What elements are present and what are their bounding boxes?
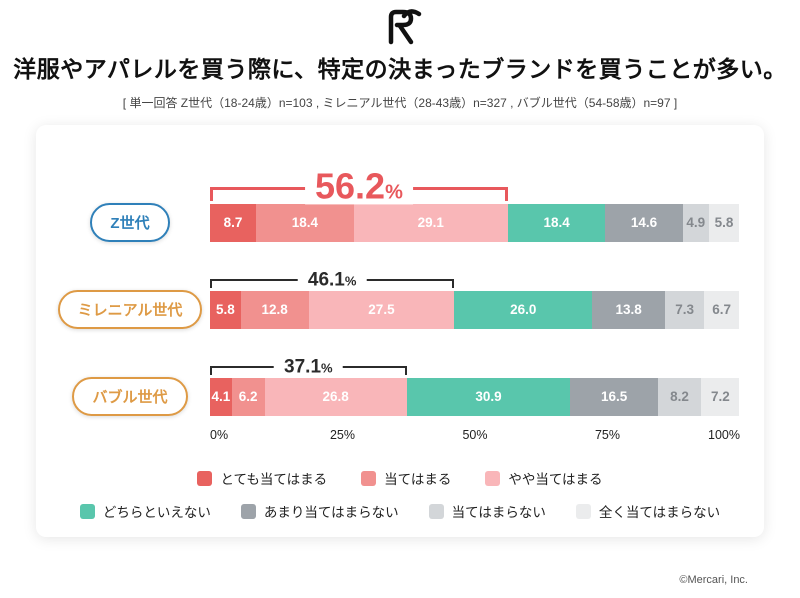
bar-segment: 29.1: [353, 203, 508, 242]
legend-item: どちらといえない: [79, 501, 211, 521]
segment-value: 16.5: [600, 388, 628, 404]
bracket: 46.1%: [210, 270, 455, 290]
chart-row: 37.1% バブル世代 4.1 6.2 26.8 30.9 16.5 8.2 7.2: [60, 345, 740, 416]
bracket-zone: 37.1%: [210, 345, 740, 377]
legend-item: やや当てはまる: [485, 468, 603, 488]
x-axis: 0% 25% 50% 75% 100%: [210, 424, 740, 452]
legend-item: あまり当てはまらない: [240, 501, 399, 521]
bar-segment: 12.8: [240, 290, 309, 329]
segment-value: 29.1: [417, 214, 444, 230]
legend-item: 当てはまらない: [428, 501, 546, 521]
segment-value: 30.9: [475, 388, 502, 404]
bar-segment: 13.8: [592, 290, 666, 329]
legend-swatch: [361, 470, 377, 486]
bar-segment: 4.9: [682, 203, 709, 242]
legend-label: 全く当てはまらない: [598, 505, 721, 520]
legend-label: どちらといえない: [102, 505, 211, 520]
segment-value: 4.1: [211, 388, 231, 404]
legend-swatch: [575, 503, 591, 519]
row-label-pill: Z世代: [90, 203, 170, 242]
segment-value: 6.2: [238, 388, 258, 404]
x-tick: 75%: [594, 428, 621, 442]
legend-item: 当てはまる: [361, 468, 451, 488]
legend-swatch: [197, 470, 213, 486]
bracket-label: 46.1%: [297, 270, 367, 290]
segment-value: 14.6: [630, 214, 658, 230]
logo-wrap: [0, 0, 800, 46]
row-label-pill: ミレニアル世代: [57, 290, 203, 329]
legend-label: あまり当てはまらない: [263, 505, 399, 520]
segment-value: 26.8: [322, 388, 349, 404]
bracket-label: 56.2%: [304, 168, 413, 205]
bracket: 56.2%: [210, 168, 508, 205]
bar-segment: 6.2: [231, 377, 265, 416]
segment-value: 5.8: [714, 214, 734, 230]
segment-value: 27.5: [368, 301, 395, 317]
x-tick: 100%: [708, 428, 740, 442]
bracket-zone: 46.1%: [210, 258, 740, 290]
stacked-bar: 4.1 6.2 26.8 30.9 16.5 8.2 7.2: [210, 377, 740, 416]
bar-line: ミレニアル世代 5.8 12.8 27.5 26.0 13.8 7.3 6.7: [57, 290, 740, 329]
legend-swatch: [240, 503, 256, 519]
x-tick: 50%: [462, 428, 488, 442]
bar-line: バブル世代 4.1 6.2 26.8 30.9 16.5 8.2 7.2: [60, 377, 740, 416]
bracket-label: 37.1%: [274, 357, 343, 377]
bracket: 37.1%: [210, 357, 407, 377]
row-label-pill: バブル世代: [72, 377, 188, 416]
segment-value: 7.2: [710, 388, 730, 404]
bar-segment: 8.7: [210, 203, 257, 242]
segment-value: 7.3: [675, 301, 694, 317]
segment-value: 5.8: [215, 301, 235, 317]
chart-row: 56.2% Z世代 8.7 18.4 29.1 18.4 14.6 4.9 5.8: [60, 147, 740, 242]
legend-label: やや当てはまる: [508, 472, 603, 487]
segment-value: 18.4: [543, 214, 570, 230]
bar-segment: 30.9: [406, 377, 571, 416]
legend-item: 全く当てはまらない: [575, 501, 721, 521]
copyright: ©Mercari, Inc.: [679, 574, 748, 586]
legend-swatch: [428, 503, 444, 519]
legend-item: とても当てはまる: [197, 468, 327, 488]
bar-segment: 8.2: [657, 377, 702, 416]
segment-value: 12.8: [261, 301, 288, 317]
segment-value: 8.7: [223, 214, 243, 230]
survey-note: [ 単一回答 Z世代（18-24歳）n=103 , ミレニアル世代（28-43歳…: [122, 96, 678, 110]
bracket-zone: 56.2%: [210, 147, 740, 205]
segment-value: 13.8: [615, 301, 642, 317]
bar-segment: 4.1: [210, 377, 232, 416]
bar-segment: 6.7: [703, 290, 740, 329]
bar-segment: 18.4: [507, 203, 606, 242]
legend-row-1: とても当てはまる 当てはまる やや当てはまる: [60, 468, 740, 488]
bar-segment: 27.5: [308, 290, 455, 329]
page-title: 洋服やアパレルを買う際に、特定の決まったブランドを買うことが多い。: [13, 56, 787, 82]
bar-segment: 5.8: [210, 290, 241, 329]
legend-label: 当てはまる: [384, 472, 452, 487]
bar-segment: 18.4: [256, 203, 354, 242]
legend-row-2: どちらといえない あまり当てはまらない 当てはまらない 全く当てはまらない: [60, 501, 740, 521]
bar-segment: 14.6: [605, 203, 683, 242]
bar-segment: 7.3: [665, 290, 704, 329]
mercari-logo: [388, 9, 422, 45]
bar-segment: 5.8: [708, 203, 740, 242]
segment-value: 8.2: [670, 388, 689, 404]
bar-segment: 26.0: [454, 290, 593, 329]
x-tick: 25%: [329, 428, 356, 442]
segment-value: 6.7: [712, 301, 732, 317]
segment-value: 18.4: [291, 214, 318, 230]
legend-swatch: [485, 470, 501, 486]
bar-segment: 16.5: [570, 377, 658, 416]
bar-segment: 7.2: [701, 377, 740, 416]
stacked-bar: 5.8 12.8 27.5 26.0 13.8 7.3 6.7: [210, 290, 740, 329]
chart-card: 56.2% Z世代 8.7 18.4 29.1 18.4 14.6 4.9 5.8 46.1% ミレ…: [36, 125, 764, 537]
chart-row: 46.1% ミレニアル世代 5.8 12.8 27.5 26.0 13.8 7.3 6.7: [57, 258, 740, 329]
stacked-bar: 8.7 18.4 29.1 18.4 14.6 4.9 5.8: [210, 203, 740, 242]
legend-label: とても当てはまる: [220, 472, 328, 487]
segment-value: 4.9: [686, 214, 706, 230]
legend-swatch: [79, 503, 95, 519]
chart-rows: 56.2% Z世代 8.7 18.4 29.1 18.4 14.6 4.9 5.8 46.1% ミレ…: [57, 147, 740, 416]
bar-line: Z世代 8.7 18.4 29.1 18.4 14.6 4.9 5.8: [60, 203, 740, 242]
segment-value: 26.0: [510, 301, 537, 317]
bar-segment: 26.8: [264, 377, 407, 416]
x-tick: 0%: [210, 428, 229, 442]
legend-label: 当てはまらない: [451, 505, 546, 520]
